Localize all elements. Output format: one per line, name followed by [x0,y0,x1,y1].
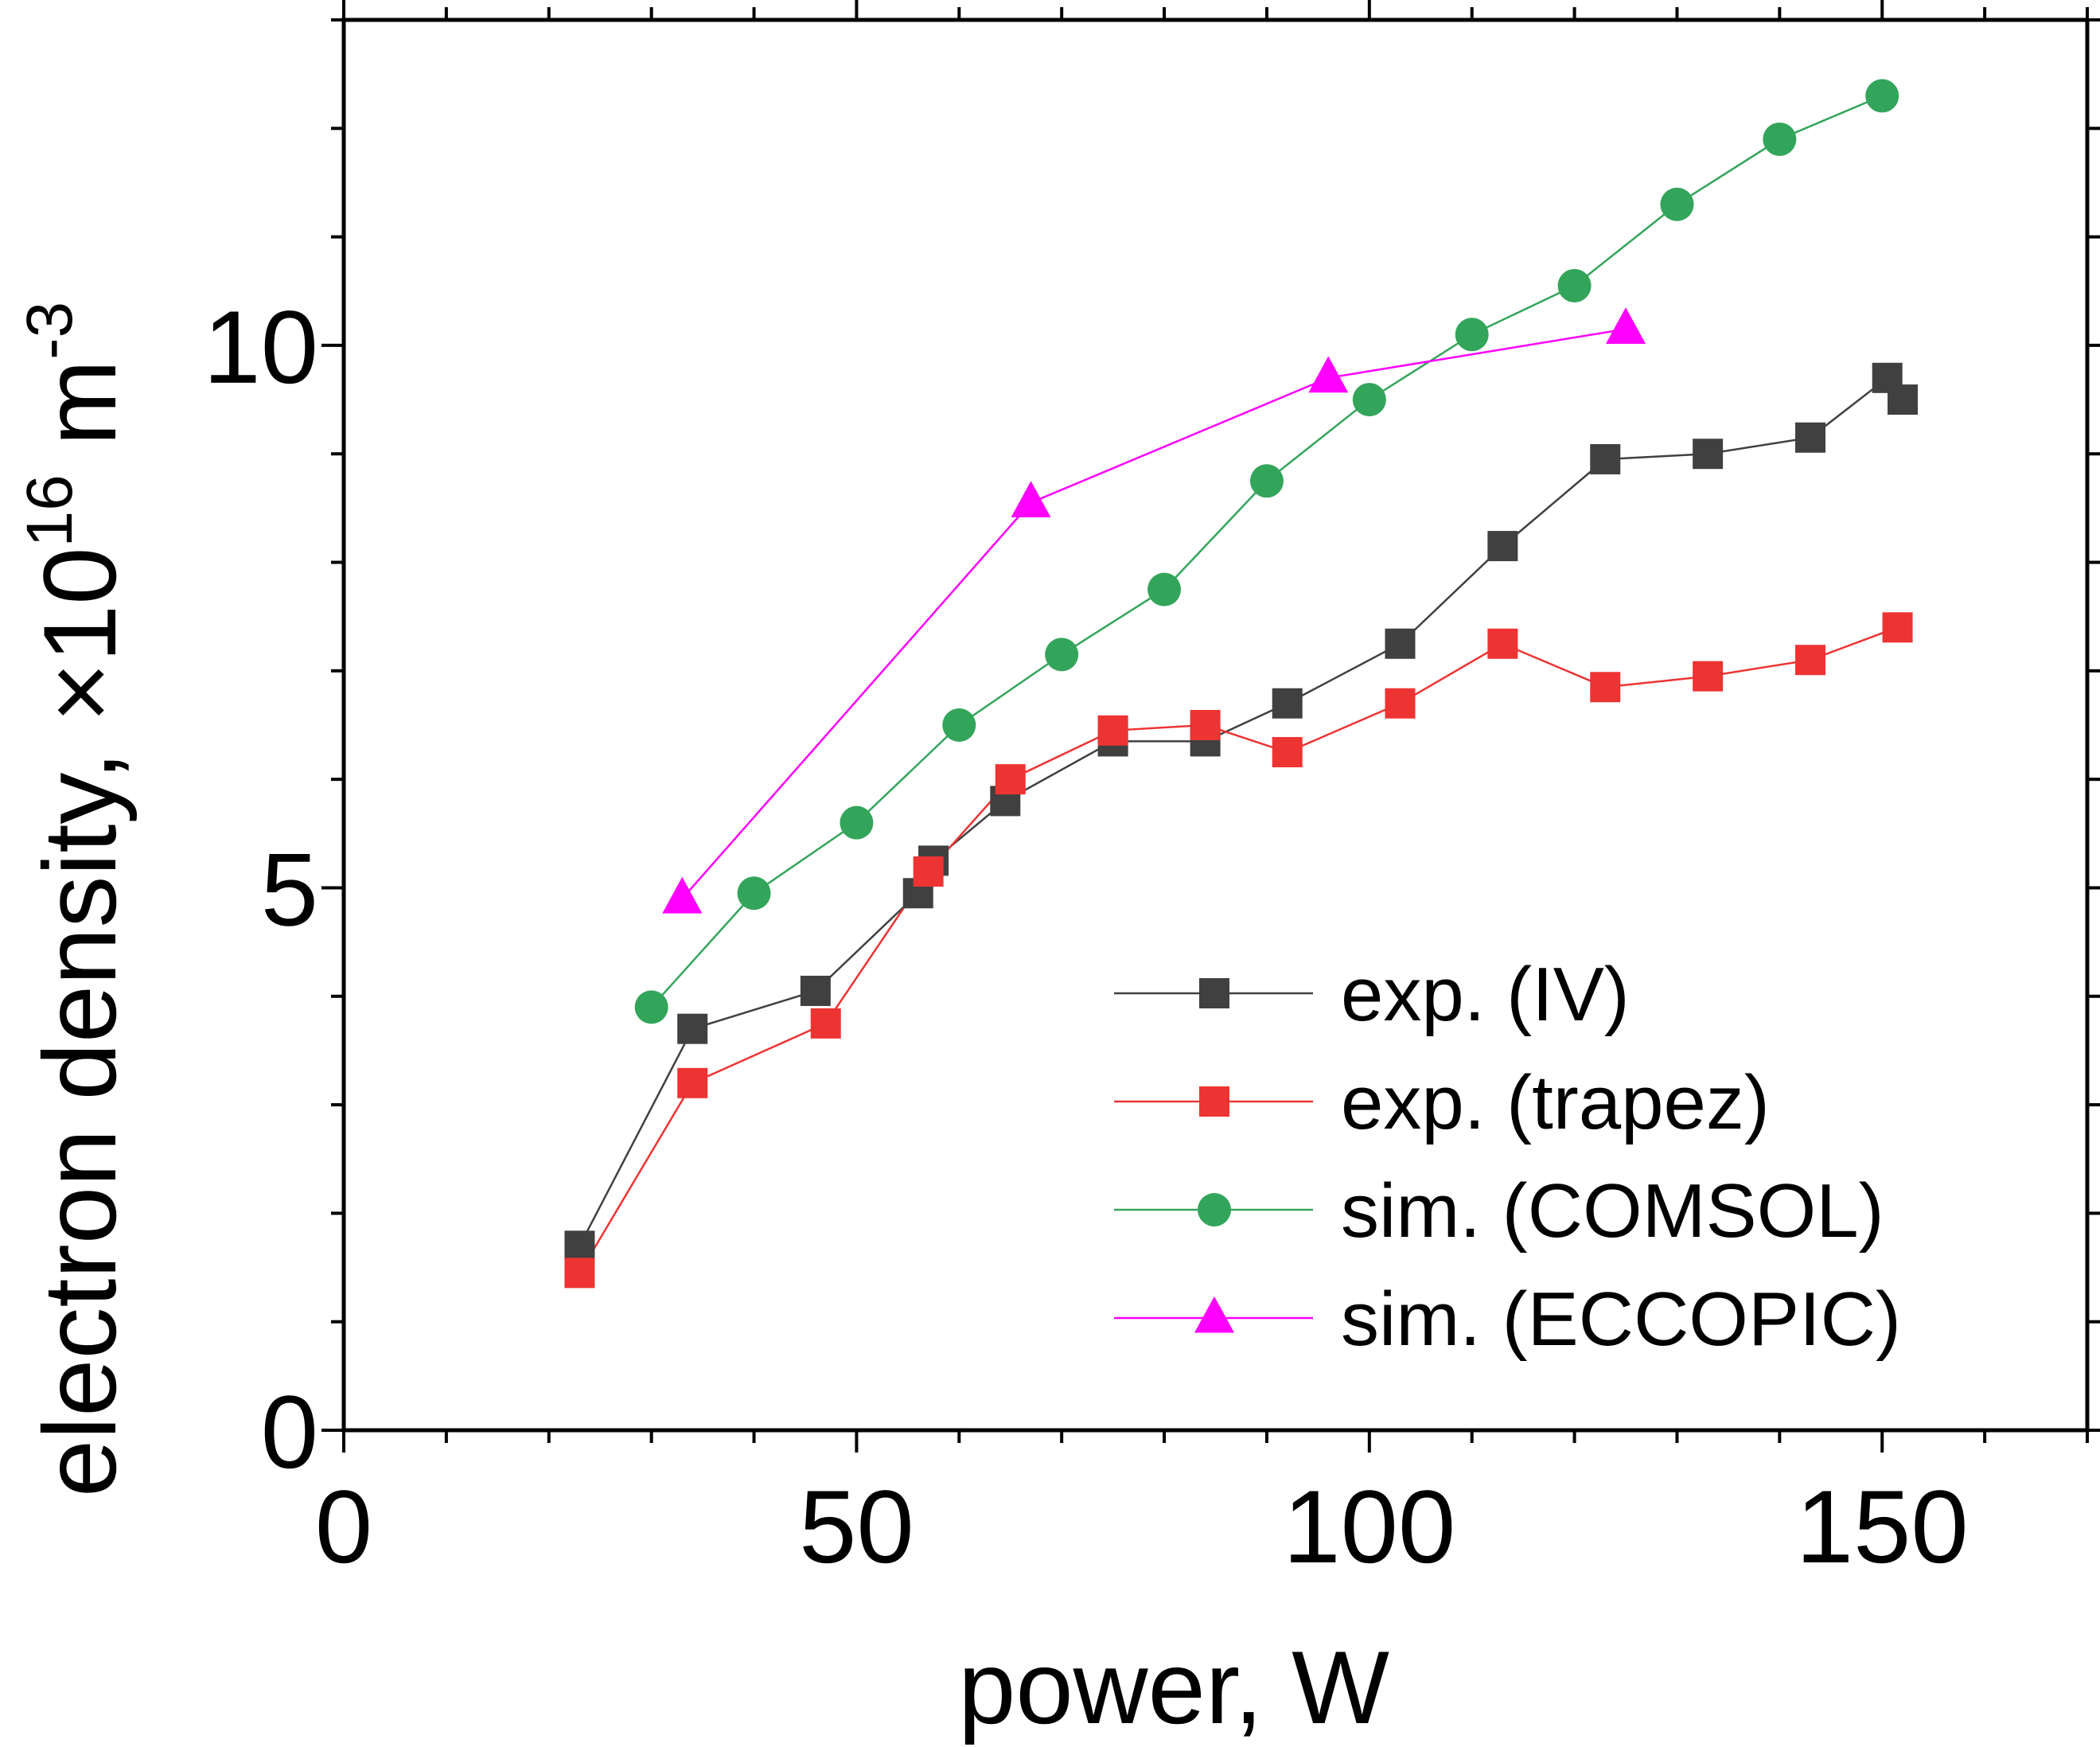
series-0-point-2 [800,975,831,1006]
legend-marker-1 [1199,1086,1229,1117]
series-1-point-7 [1272,737,1303,768]
series-0-point-9 [1385,628,1416,659]
plot-frame [341,18,2090,1433]
x-tick-label-0: 0 [315,1468,372,1585]
series-2-point-11 [1763,122,1797,156]
series-1-point-0 [564,1258,595,1289]
series-3-point-3 [1606,307,1646,344]
series-2-point-12 [1865,79,1899,113]
series-3-point-1 [1011,481,1051,518]
series-line-1 [579,626,1899,1274]
legend-label-3: sim. (ECCOPIC) [1341,1277,1901,1362]
series-1-point-11 [1693,661,1724,692]
series-2-point-2 [840,805,874,840]
x-tick-label-50: 50 [799,1468,914,1585]
series-1-point-6 [1190,710,1221,740]
y-axis-label-main: electron density, ×10 [21,547,138,1497]
legend-item-2: sim. (COMSOL) [1114,1168,1884,1254]
series-0-point-11 [1590,444,1621,475]
legend-item-0: exp. (IV) [1114,952,1630,1037]
legend-label-0: exp. (IV) [1341,952,1630,1037]
minor-ticks [331,7,2100,1443]
legend: exp. (IV) exp. (trapez) sim. (COMSOL) sim. … [1114,952,1901,1362]
y-tick-labels: 0 5 10 [203,289,318,1490]
series-1-point-5 [1097,715,1128,746]
series-2-point-9 [1557,268,1592,302]
series-1-point-3 [913,856,944,887]
legend-item-3: sim. (ECCOPIC) [1114,1277,1901,1362]
series-3-point-2 [1308,356,1349,393]
series-0-point-1 [677,1013,708,1044]
legend-label-1: exp. (trapez) [1341,1060,1770,1145]
x-tick-labels: 0 50 100 150 [315,1468,1969,1585]
x-axis-label: power, W [958,1629,1389,1745]
series-2-point-10 [1660,187,1694,221]
series-markers [564,79,1919,1289]
y-tick-label-0: 0 [261,1374,318,1490]
series-0-point-0 [564,1230,595,1262]
x-tick-label-150: 150 [1796,1468,1969,1585]
series-1-point-13 [1882,612,1913,643]
major-ticks [321,0,2100,1453]
y-axis-label-exponent: 16 [14,474,86,547]
series-2-point-4 [1045,638,1079,672]
series-1-point-10 [1590,672,1621,703]
y-tick-label-5: 5 [261,831,318,947]
series-1-point-2 [810,1008,841,1039]
series-2-point-3 [942,708,976,742]
legend-item-1: exp. (trapez) [1114,1060,1770,1145]
y-axis-label-unit-exponent: -3 [14,302,86,360]
x-tick-label-100: 100 [1283,1468,1455,1585]
series-1-point-12 [1795,645,1826,676]
legend-marker-0 [1199,978,1229,1008]
y-axis-label-unit: m [21,360,138,474]
series-line-3 [681,328,1627,899]
legend-marker-3 [1194,1296,1234,1333]
series-line-0 [579,376,1904,1246]
series-3-point-0 [662,876,703,914]
legend-label-2: sim. (COMSOL) [1341,1168,1884,1254]
series-0-point-10 [1487,531,1518,562]
series-2-point-6 [1249,464,1284,498]
series-2-point-7 [1352,383,1386,417]
series-2-point-8 [1455,318,1489,352]
series-1-point-8 [1385,688,1416,719]
series-1-point-1 [677,1067,708,1098]
series-2-point-0 [634,990,668,1024]
series-line-2 [650,95,1883,1008]
series-0-point-15 [1888,384,1919,415]
series-2-point-5 [1147,572,1182,606]
series-2-point-1 [737,876,771,911]
y-axis-label: electron density, ×1016 m-3 [14,302,138,1497]
legend-marker-2 [1198,1193,1231,1226]
series-0-point-12 [1693,439,1724,470]
series-0-point-8 [1272,688,1303,719]
series-1-point-4 [995,764,1026,795]
series-1-point-9 [1487,628,1518,659]
y-tick-label-10: 10 [203,289,318,405]
series-0-point-13 [1795,422,1826,453]
